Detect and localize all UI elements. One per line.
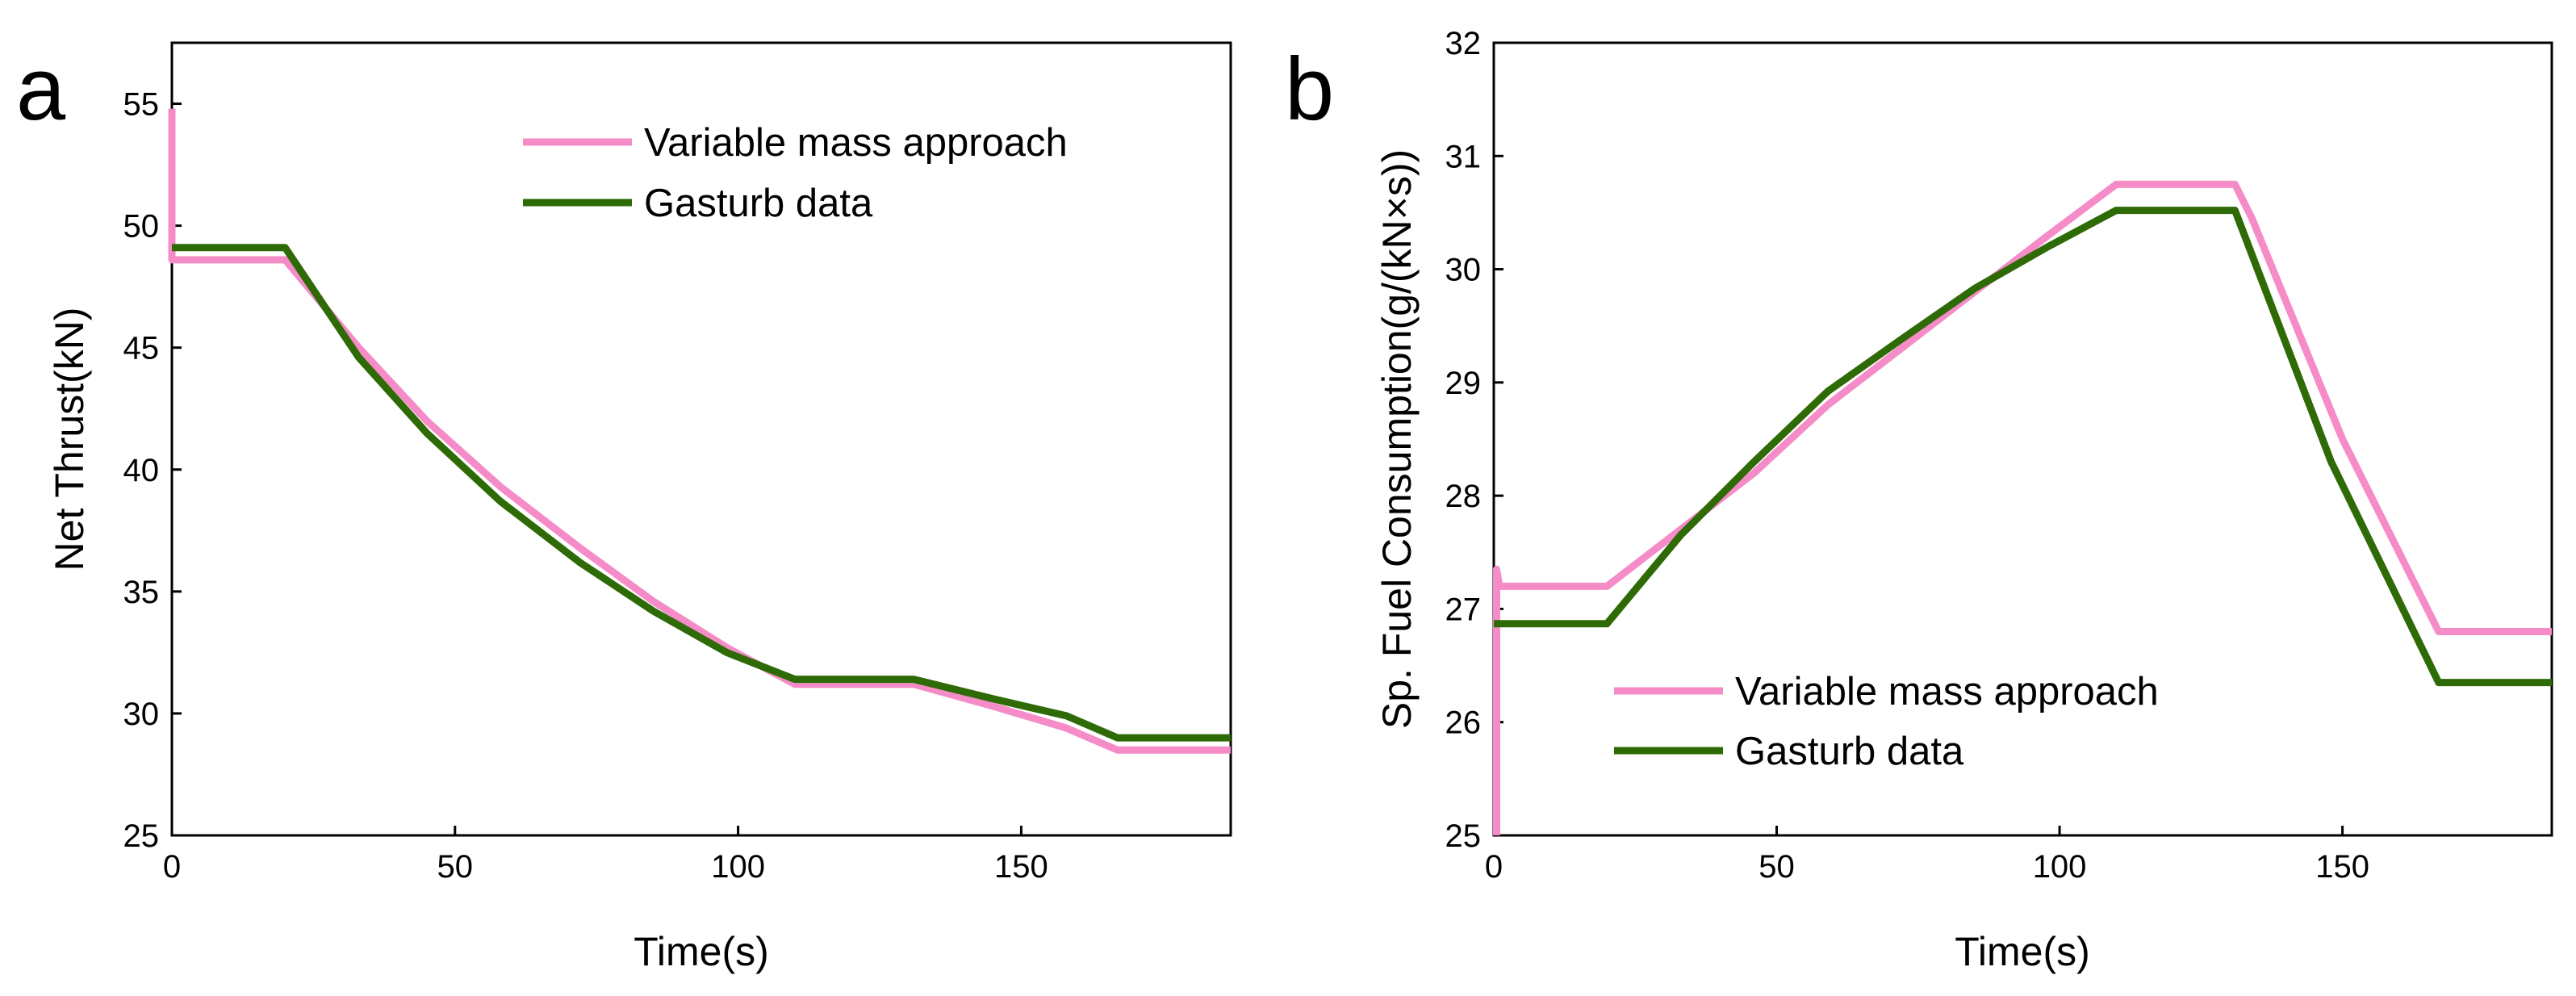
panel-a-plot-frame bbox=[170, 41, 1232, 837]
panel-b-y-axis: 25 26 27 28 29 30 31 32 bbox=[1445, 26, 1503, 854]
panel-a-x-tick-label: 100 bbox=[711, 849, 765, 885]
panel-b-x-tick-label: 0 bbox=[1485, 849, 1503, 885]
panel-b-series-gasturb-line bbox=[1494, 207, 2552, 687]
panel-b-y-axis-title: Sp. Fuel Consumption(g/(kN×s)) bbox=[1374, 149, 1420, 729]
panel-a-y-tick-label: 50 bbox=[123, 209, 160, 245]
panel-a-y-tick-label: 45 bbox=[123, 331, 160, 366]
panel-a-x-tick-label: 50 bbox=[437, 849, 474, 885]
panel-b-y-tick-label: 28 bbox=[1445, 479, 1482, 514]
panel-a-x-axis-title: Time(s) bbox=[634, 929, 769, 974]
panel-b-x-tick-label: 100 bbox=[2033, 849, 2087, 885]
panel-b-y-tick-label: 30 bbox=[1445, 253, 1482, 288]
panel-b-letter: b bbox=[1285, 40, 1334, 139]
panel-b-series-layer bbox=[1493, 180, 2552, 835]
panel-b-y-tick-label: 25 bbox=[1445, 818, 1482, 854]
panel-b-legend-label-variable-mass: Variable mass approach bbox=[1735, 670, 2159, 714]
panel-a-series-gasturb-line bbox=[172, 244, 1231, 742]
panel-a-series-variable-mass-line bbox=[168, 108, 1231, 754]
panel-b-y-tick-label: 26 bbox=[1445, 705, 1482, 741]
panel-b: b 25 26 27 28 29 30 31 32 0 50 100 150 Time(s) Sp.… bbox=[1285, 26, 2553, 974]
panel-b-y-tick-label: 31 bbox=[1445, 139, 1482, 174]
panel-b-x-tick-label: 50 bbox=[1758, 849, 1795, 885]
panel-a-series-layer bbox=[168, 108, 1231, 754]
panel-b-x-tick-label: 150 bbox=[2315, 849, 2369, 885]
panel-a-y-tick-label: 55 bbox=[123, 87, 160, 123]
panel-a-y-tick-label: 40 bbox=[123, 453, 160, 488]
panel-a-x-tick-label: 0 bbox=[163, 849, 181, 885]
panel-a-y-tick-label: 30 bbox=[123, 697, 160, 732]
panel-b-x-axis-title: Time(s) bbox=[1955, 929, 2090, 974]
panel-b-y-tick-label: 32 bbox=[1445, 26, 1482, 61]
panel-a-y-tick-label: 35 bbox=[123, 575, 160, 610]
panel-a-letter: a bbox=[16, 40, 66, 139]
panel-b-legend: Variable mass approach Gasturb data bbox=[1614, 670, 2159, 773]
panel-a-x-axis: 0 50 100 150 bbox=[163, 826, 1048, 885]
panel-b-x-axis: 0 50 100 150 bbox=[1485, 826, 2369, 885]
panel-b-legend-label-gasturb: Gasturb data bbox=[1735, 730, 1964, 773]
panel-a-legend-label-variable-mass: Variable mass approach bbox=[644, 121, 1068, 165]
panel-a-y-axis-title: Net Thrust(kN) bbox=[47, 308, 92, 571]
panel-a-y-tick-label: 25 bbox=[123, 818, 160, 854]
panel-b-plot-frame bbox=[1492, 41, 2553, 837]
panel-a-legend-label-gasturb: Gasturb data bbox=[644, 182, 873, 225]
panel-a: a 25 30 35 40 45 50 55 0 50 100 150 Time(s) Net T… bbox=[16, 40, 1232, 974]
panel-b-y-tick-label: 29 bbox=[1445, 366, 1482, 401]
panel-b-series-variable-mass-line bbox=[1493, 180, 2552, 835]
panel-a-x-tick-label: 150 bbox=[994, 849, 1048, 885]
panel-a-y-axis: 25 30 35 40 45 50 55 bbox=[123, 87, 182, 854]
panel-b-y-tick-label: 27 bbox=[1445, 592, 1482, 627]
panel-a-legend: Variable mass approach Gasturb data bbox=[523, 121, 1068, 225]
